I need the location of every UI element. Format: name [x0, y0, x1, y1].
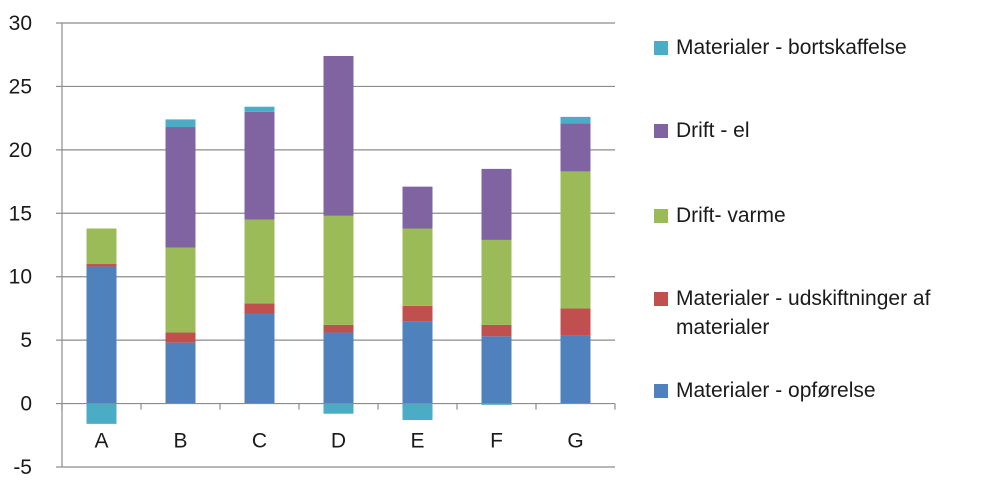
axes	[56, 22, 616, 468]
legend-label: Materialer - opførelse	[676, 379, 876, 402]
bar-segment	[165, 342, 196, 404]
bar-segment	[402, 228, 433, 306]
x-tick-label: D	[331, 430, 346, 453]
bar-segment	[244, 313, 275, 404]
x-tick-label: A	[94, 430, 108, 453]
bar-segment	[402, 186, 433, 229]
bar-segment	[560, 308, 591, 336]
y-tick-label: 25	[9, 75, 32, 98]
bar-segment	[481, 239, 512, 325]
bar-segment	[244, 106, 275, 112]
x-tick-label: F	[490, 430, 503, 453]
x-tick-label: G	[567, 430, 583, 453]
legend-swatch	[654, 292, 668, 306]
bar-segment	[165, 119, 196, 128]
bar-segment	[244, 111, 275, 220]
bar-segment	[165, 247, 196, 333]
legend-label: Drift- varme	[676, 204, 786, 227]
bar-segment	[560, 123, 591, 172]
x-axis-tick-labels: A B C D E F G	[94, 430, 583, 453]
legend-label: Drift - el	[676, 119, 750, 142]
legend-swatch	[654, 209, 668, 223]
x-tick-label: E	[410, 430, 424, 453]
legend-label: Materialer - bortskaffelse	[676, 36, 907, 59]
bars	[86, 55, 591, 424]
bar-segment	[165, 127, 196, 248]
legend-item: Materialer - udskiftninger af materialer	[654, 284, 981, 342]
bar-segment	[560, 335, 591, 404]
y-tick-label: 15	[9, 202, 32, 225]
legend-item: Drift - el	[654, 116, 981, 145]
legend-item: Materialer - bortskaffelse	[654, 33, 981, 62]
bar-segment	[323, 403, 354, 414]
bar-segment	[323, 55, 354, 216]
bar-segment	[86, 264, 117, 267]
bar-segment	[402, 321, 433, 404]
legend-swatch	[654, 41, 668, 55]
bar-segment	[481, 403, 512, 405]
bar-segment	[402, 305, 433, 322]
x-tick-label: B	[173, 430, 187, 453]
bar-segment	[86, 403, 117, 424]
legend-item: Materialer - opførelse	[654, 376, 981, 405]
y-tick-label: 5	[20, 329, 32, 352]
y-axis-tick-labels: -5 0 5 10 15 20 25 30	[9, 12, 32, 479]
bar-segment	[481, 324, 512, 337]
y-tick-label: 0	[20, 393, 32, 416]
y-tick-label: 30	[9, 12, 32, 35]
bar-segment	[481, 336, 512, 404]
bar-segment	[86, 266, 117, 404]
bar-segment	[560, 171, 591, 309]
x-tick-label: C	[252, 430, 267, 453]
bar-segment	[244, 303, 275, 314]
bar-segment	[402, 403, 433, 421]
legend-item: Drift- varme	[654, 201, 981, 230]
y-tick-label: -5	[13, 456, 32, 479]
bar-segment	[323, 324, 354, 333]
legend-swatch	[654, 384, 668, 398]
bar-segment	[323, 332, 354, 404]
bar-segment	[323, 215, 354, 325]
legend-label: Materialer - udskiftninger af materialer	[676, 287, 931, 339]
bar-segment	[86, 228, 117, 265]
bar-segment	[481, 168, 512, 240]
bar-segment	[244, 219, 275, 304]
legend-swatch	[654, 124, 668, 138]
bar-segment	[560, 116, 591, 124]
y-tick-label: 20	[9, 139, 32, 162]
bar-segment	[165, 332, 196, 343]
y-tick-label: 10	[9, 266, 32, 289]
